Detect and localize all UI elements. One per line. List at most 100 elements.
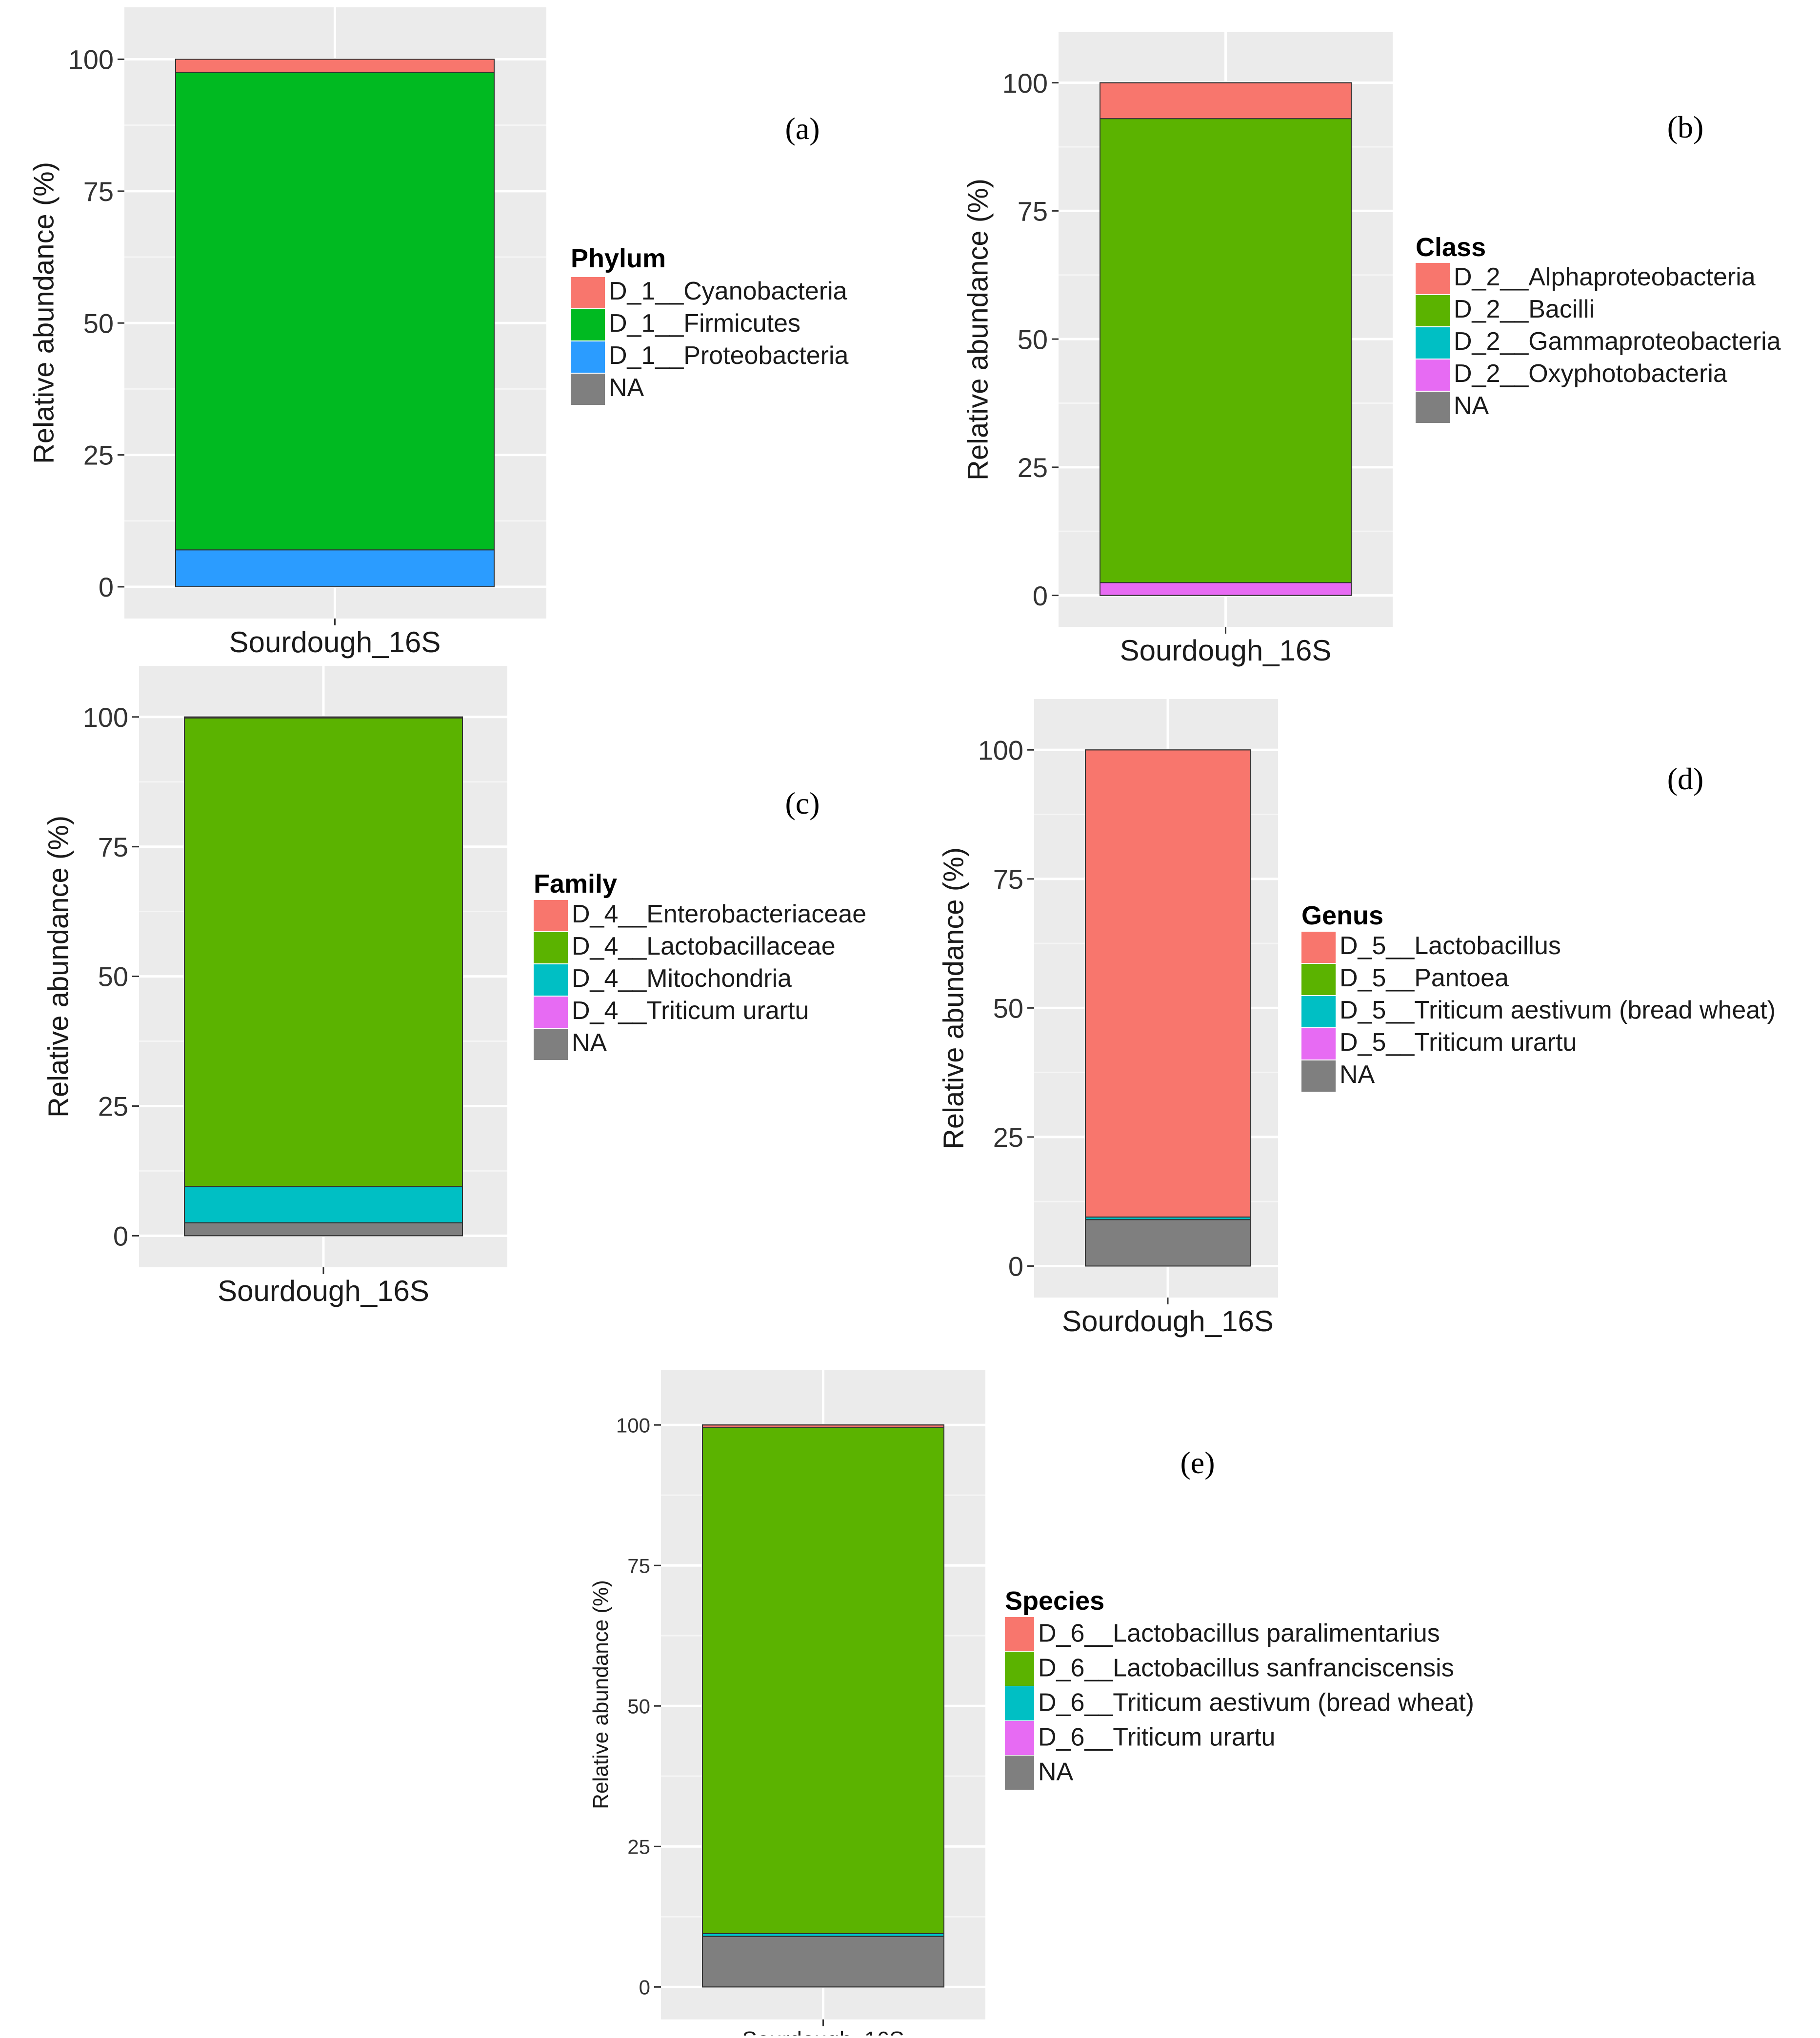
bar-segment (1100, 118, 1352, 583)
legend-entry: D_6__Lactobacillus paralimentarius (1038, 1619, 1440, 1647)
bar-segment (1100, 582, 1352, 596)
y-tick-label: 25 (98, 1091, 128, 1122)
legend-swatch (571, 309, 605, 340)
legend-entry: D_5__Triticum aestivum (bread wheat) (1340, 996, 1776, 1024)
y-axis-title: Relative abundance (%) (28, 162, 60, 464)
y-tick-label: 50 (627, 1695, 650, 1718)
legend-entry: D_6__Triticum aestivum (bread wheat) (1038, 1688, 1474, 1717)
legend-swatch (1005, 1617, 1034, 1651)
legend-swatch (534, 964, 568, 996)
legend-entry: D_5__Triticum urartu (1340, 1028, 1577, 1057)
bar-segment (184, 717, 463, 1187)
bar-segment (702, 1936, 944, 1988)
y-tick-label: 100 (68, 44, 114, 75)
bar-outline (1085, 749, 1251, 1267)
x-tick-label: Sourdough_16S (218, 1275, 429, 1307)
legend-swatch (1005, 1756, 1034, 1790)
legend-swatch (1416, 295, 1450, 326)
y-axis-title: Relative abundance (%) (42, 816, 74, 1118)
bar-outline (1100, 82, 1352, 596)
legend-entry: D_5__Pantoea (1340, 964, 1509, 992)
y-tick-label: 0 (1008, 1251, 1023, 1282)
legend-entry: D_6__Triticum urartu (1038, 1723, 1275, 1751)
legend-title: Family (534, 869, 617, 899)
legend-entry: D_5__Lactobacillus (1340, 932, 1561, 960)
y-tick-label: 50 (83, 308, 114, 339)
y-tick-label: 0 (113, 1221, 128, 1252)
x-tick-label: Sourdough_16S (1062, 1305, 1274, 1338)
x-tick-label: Sourdough_16S (742, 2027, 904, 2036)
legend-swatch (571, 277, 605, 308)
panel-label: (c) (785, 786, 820, 820)
legend-swatch (534, 932, 568, 963)
panel-label: (e) (1180, 1445, 1215, 1480)
y-axis-title: Relative abundance (%) (962, 179, 994, 480)
legend-swatch (534, 900, 568, 931)
bar-segment (1085, 1219, 1251, 1267)
legend-swatch (1005, 1686, 1034, 1720)
chart-panel-a: 0 25 50 75 100 Sourdough_16S Relative abundanc… (28, 7, 849, 659)
legend-swatch (1301, 1060, 1336, 1092)
legend-entry: D_2__Gammaproteobacteria (1454, 327, 1781, 356)
legend-entry: D_1__Firmicutes (609, 309, 800, 338)
y-tick-label: 25 (993, 1122, 1023, 1153)
y-tick-label: 50 (98, 961, 128, 992)
chart-panel-e: 0 25 50 75 100 Sourdough_16S Relative abundanc… (589, 1370, 1474, 2038)
legend-swatch (534, 997, 568, 1028)
legend-entry: D_2__Alphaproteobacteria (1454, 263, 1756, 291)
chart-panel-b: 0 25 50 75 100 Sourdough_16S Relative abundanc… (962, 32, 1781, 667)
y-tick-label: 0 (1033, 580, 1048, 611)
legend-swatch (1301, 996, 1336, 1027)
legend-entry: NA (1340, 1060, 1375, 1089)
y-tick-label: 75 (98, 832, 128, 862)
bar-segment (175, 549, 495, 587)
bar-segment (175, 59, 495, 73)
bar-outline (702, 1424, 944, 1988)
y-tick-label: 100 (83, 702, 128, 733)
y-tick-label: 0 (99, 572, 114, 602)
y-tick-label: 100 (978, 735, 1023, 765)
chart-panel-d: 0 25 50 75 100 Sourdough_16S Relative abundanc… (938, 699, 1776, 1338)
x-tick-label: Sourdough_16S (229, 626, 441, 659)
legend-entry: D_2__Oxyphotobacteria (1454, 360, 1727, 388)
legend-entry: D_1__Cyanobacteria (609, 277, 847, 305)
legend-swatch (571, 374, 605, 405)
legend-entry: D_4__Triticum urartu (572, 997, 809, 1025)
y-axis-title: Relative abundance (%) (589, 1580, 613, 1809)
bar-segment (1085, 749, 1251, 1218)
y-tick-label: 25 (627, 1835, 650, 1858)
legend-entry: NA (572, 1029, 607, 1057)
legend-entry: NA (609, 374, 644, 402)
legend-swatch (534, 1029, 568, 1060)
y-tick-label: 75 (83, 176, 114, 207)
bar-segment (184, 1222, 463, 1237)
legend-swatch (1005, 1652, 1034, 1686)
legend-title: Phylum (571, 244, 666, 273)
legend-swatch (1416, 263, 1450, 294)
y-tick-label: 25 (83, 440, 114, 471)
legend-swatch (1416, 360, 1450, 391)
legend-title: Species (1005, 1586, 1104, 1616)
bar-outline (184, 716, 463, 1237)
x-tick-label: Sourdough_16S (1120, 634, 1332, 667)
legend-entry: NA (1454, 392, 1489, 420)
chart-panel-c: 0 25 50 75 100 Sourdough_16S Relative abundanc… (42, 666, 866, 1307)
y-tick-label: 100 (616, 1414, 650, 1437)
panel-label: (d) (1667, 761, 1704, 796)
legend-swatch (1301, 964, 1336, 995)
y-tick-label: 25 (1018, 452, 1048, 483)
legend-swatch (1301, 1028, 1336, 1059)
y-tick-label: 0 (639, 1976, 650, 1998)
panel-label: (b) (1667, 110, 1704, 144)
legend-entry: D_2__Bacilli (1454, 295, 1595, 323)
bar-segment (175, 72, 495, 551)
legend-entry: D_4__Lactobacillaceae (572, 932, 836, 960)
y-tick-label: 50 (993, 993, 1023, 1024)
legend-entry: D_4__Enterobacteriaceae (572, 900, 866, 928)
bar-segment (702, 1427, 944, 1934)
legend-swatch (1416, 392, 1450, 423)
y-tick-label: 75 (1018, 196, 1048, 227)
bar-segment (1100, 82, 1352, 120)
legend-entry: D_1__Proteobacteria (609, 341, 849, 370)
